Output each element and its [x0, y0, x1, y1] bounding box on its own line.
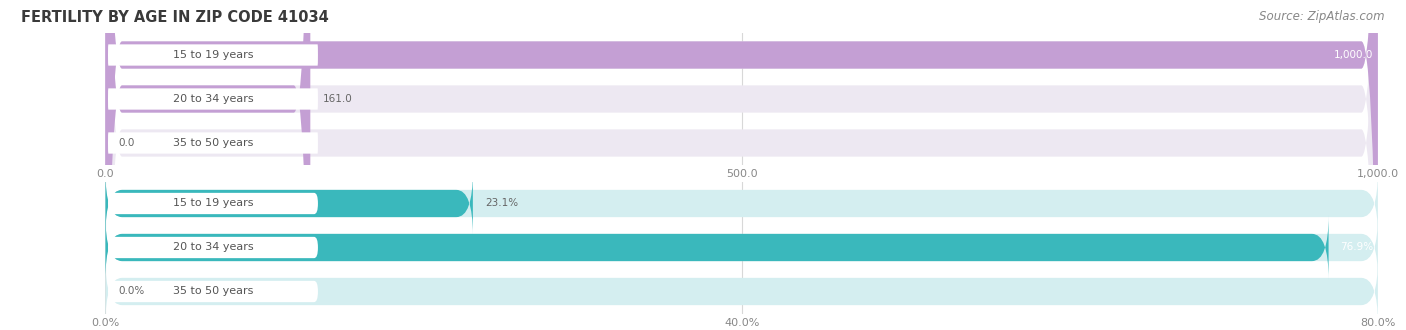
Text: 23.1%: 23.1% — [485, 199, 519, 209]
FancyBboxPatch shape — [108, 237, 318, 258]
Text: 15 to 19 years: 15 to 19 years — [173, 199, 253, 209]
FancyBboxPatch shape — [108, 88, 318, 110]
Text: 35 to 50 years: 35 to 50 years — [173, 286, 253, 296]
FancyBboxPatch shape — [108, 193, 318, 214]
Text: 15 to 19 years: 15 to 19 years — [173, 50, 253, 60]
Text: Source: ZipAtlas.com: Source: ZipAtlas.com — [1260, 10, 1385, 23]
Text: 0.0%: 0.0% — [118, 286, 145, 296]
Text: 20 to 34 years: 20 to 34 years — [173, 243, 253, 252]
FancyBboxPatch shape — [105, 0, 311, 330]
FancyBboxPatch shape — [105, 215, 1329, 280]
Text: 1,000.0: 1,000.0 — [1333, 50, 1372, 60]
FancyBboxPatch shape — [108, 132, 318, 154]
Text: 76.9%: 76.9% — [1340, 243, 1372, 252]
Text: 20 to 34 years: 20 to 34 years — [173, 94, 253, 104]
Text: 0.0: 0.0 — [118, 138, 135, 148]
FancyBboxPatch shape — [108, 281, 318, 302]
Text: 161.0: 161.0 — [323, 94, 353, 104]
FancyBboxPatch shape — [105, 0, 1378, 330]
Text: FERTILITY BY AGE IN ZIP CODE 41034: FERTILITY BY AGE IN ZIP CODE 41034 — [21, 10, 329, 25]
Text: 35 to 50 years: 35 to 50 years — [173, 138, 253, 148]
FancyBboxPatch shape — [105, 0, 1378, 330]
FancyBboxPatch shape — [105, 171, 472, 236]
FancyBboxPatch shape — [105, 171, 1378, 236]
FancyBboxPatch shape — [105, 259, 1378, 324]
FancyBboxPatch shape — [105, 0, 1378, 330]
FancyBboxPatch shape — [108, 44, 318, 66]
FancyBboxPatch shape — [105, 0, 1378, 330]
FancyBboxPatch shape — [105, 215, 1378, 280]
